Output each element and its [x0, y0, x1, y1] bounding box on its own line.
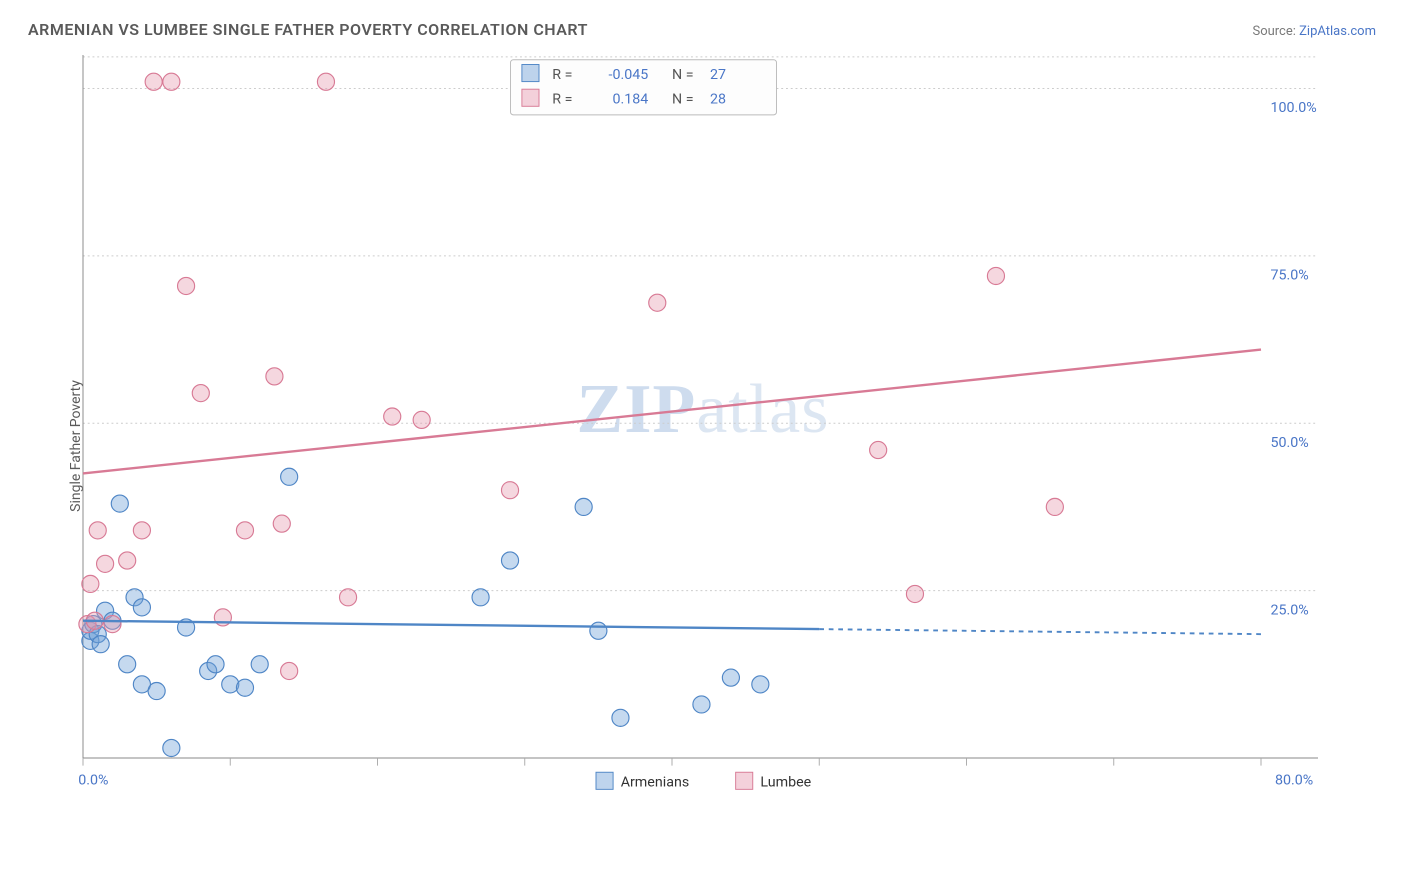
scatter-point-armenians — [590, 622, 607, 639]
trendline-dash-armenians — [819, 629, 1261, 634]
scatter-point-lumbee — [649, 294, 666, 311]
legend-swatch — [522, 65, 539, 82]
axes-group: 0.0% 80.0% — [78, 55, 1318, 789]
scatter-point-armenians — [207, 656, 224, 673]
legend-r-value: -0.045 — [609, 67, 649, 83]
scatter-point-armenians — [693, 696, 710, 713]
scatter-point-armenians — [119, 656, 136, 673]
scatter-point-armenians — [575, 498, 592, 515]
scatter-point-lumbee — [987, 267, 1004, 284]
chart-title: ARMENIAN VS LUMBEE SINGLE FATHER POVERTY… — [28, 20, 588, 39]
scatter-point-armenians — [163, 739, 180, 756]
trendline-lumbee — [83, 350, 1261, 474]
scatter-point-lumbee — [906, 585, 923, 602]
scatter-point-lumbee — [97, 555, 114, 572]
scatter-point-armenians — [148, 682, 165, 699]
scatter-point-lumbee — [178, 277, 195, 294]
scatter-point-lumbee — [870, 441, 887, 458]
scatter-point-lumbee — [192, 385, 209, 402]
grid-group: 25.0% 50.0% 75.0% 100.0% — [83, 57, 1318, 618]
scatter-point-lumbee — [104, 616, 121, 633]
scatter-point-lumbee — [266, 368, 283, 385]
legend-n-label: N = — [672, 91, 694, 107]
scatter-point-armenians — [752, 676, 769, 693]
legend-swatch-bottom — [736, 772, 753, 789]
points-group — [79, 73, 1064, 756]
y-tick-label: 25.0% — [1271, 602, 1309, 618]
scatter-point-armenians — [222, 676, 239, 693]
y-tick-label: 100.0% — [1271, 100, 1317, 116]
legend-n-value: 27 — [710, 67, 726, 83]
legend-swatch-bottom — [596, 772, 613, 789]
legend-series-name: Armenians — [621, 775, 690, 791]
x-tick-label: 80.0% — [1275, 773, 1313, 789]
source-attribution: Source: ZipAtlas.com — [1252, 24, 1376, 39]
scatter-point-lumbee — [89, 522, 106, 539]
scatter-point-armenians — [133, 599, 150, 616]
scatter-point-lumbee — [413, 411, 430, 428]
y-tick-label: 50.0% — [1271, 435, 1309, 451]
source-label: Source: — [1252, 24, 1299, 39]
scatter-point-lumbee — [163, 73, 180, 90]
scatter-point-lumbee — [1046, 498, 1063, 515]
scatter-point-lumbee — [273, 515, 290, 532]
legend-bottom-group: Armenians Lumbee — [596, 772, 812, 790]
scatter-point-lumbee — [317, 73, 334, 90]
scatter-point-lumbee — [384, 408, 401, 425]
scatter-point-armenians — [251, 656, 268, 673]
scatter-point-lumbee — [501, 482, 518, 499]
scatter-point-lumbee — [281, 662, 298, 679]
scatter-point-armenians — [281, 468, 298, 485]
source-link[interactable]: ZipAtlas.com — [1299, 24, 1376, 39]
legend-series-name: Lumbee — [760, 775, 811, 791]
scatter-point-lumbee — [236, 522, 253, 539]
scatter-point-armenians — [501, 552, 518, 569]
legend-n-value: 28 — [710, 91, 726, 107]
legend-r-label: R = — [552, 91, 572, 107]
legend-n-label: N = — [672, 67, 694, 83]
plot-area: 25.0% 50.0% 75.0% 100.0% 0.0% 80.0% R = -0.04… — [50, 55, 1370, 815]
legend-r-label: R = — [552, 67, 572, 83]
trendlines-group — [83, 350, 1261, 635]
scatter-point-armenians — [111, 495, 128, 512]
scatter-point-lumbee — [145, 73, 162, 90]
scatter-point-lumbee — [119, 552, 136, 569]
legend-swatch — [522, 89, 539, 106]
legend-r-value: 0.184 — [612, 91, 648, 107]
scatter-point-lumbee — [82, 575, 99, 592]
y-tick-label: 75.0% — [1271, 268, 1309, 284]
scatter-point-armenians — [612, 709, 629, 726]
scatter-point-armenians — [722, 669, 739, 686]
scatter-point-lumbee — [133, 522, 150, 539]
scatter-point-lumbee — [340, 589, 357, 606]
legend-top-group: R = -0.045 N = 27 R = 0.184 N = 28 — [511, 60, 777, 115]
chart-svg: 25.0% 50.0% 75.0% 100.0% 0.0% 80.0% R = -0.04… — [50, 55, 1370, 815]
scatter-point-armenians — [92, 636, 109, 653]
scatter-point-armenians — [472, 589, 489, 606]
x-tick-label: 0.0% — [78, 773, 108, 789]
scatter-point-armenians — [236, 679, 253, 696]
